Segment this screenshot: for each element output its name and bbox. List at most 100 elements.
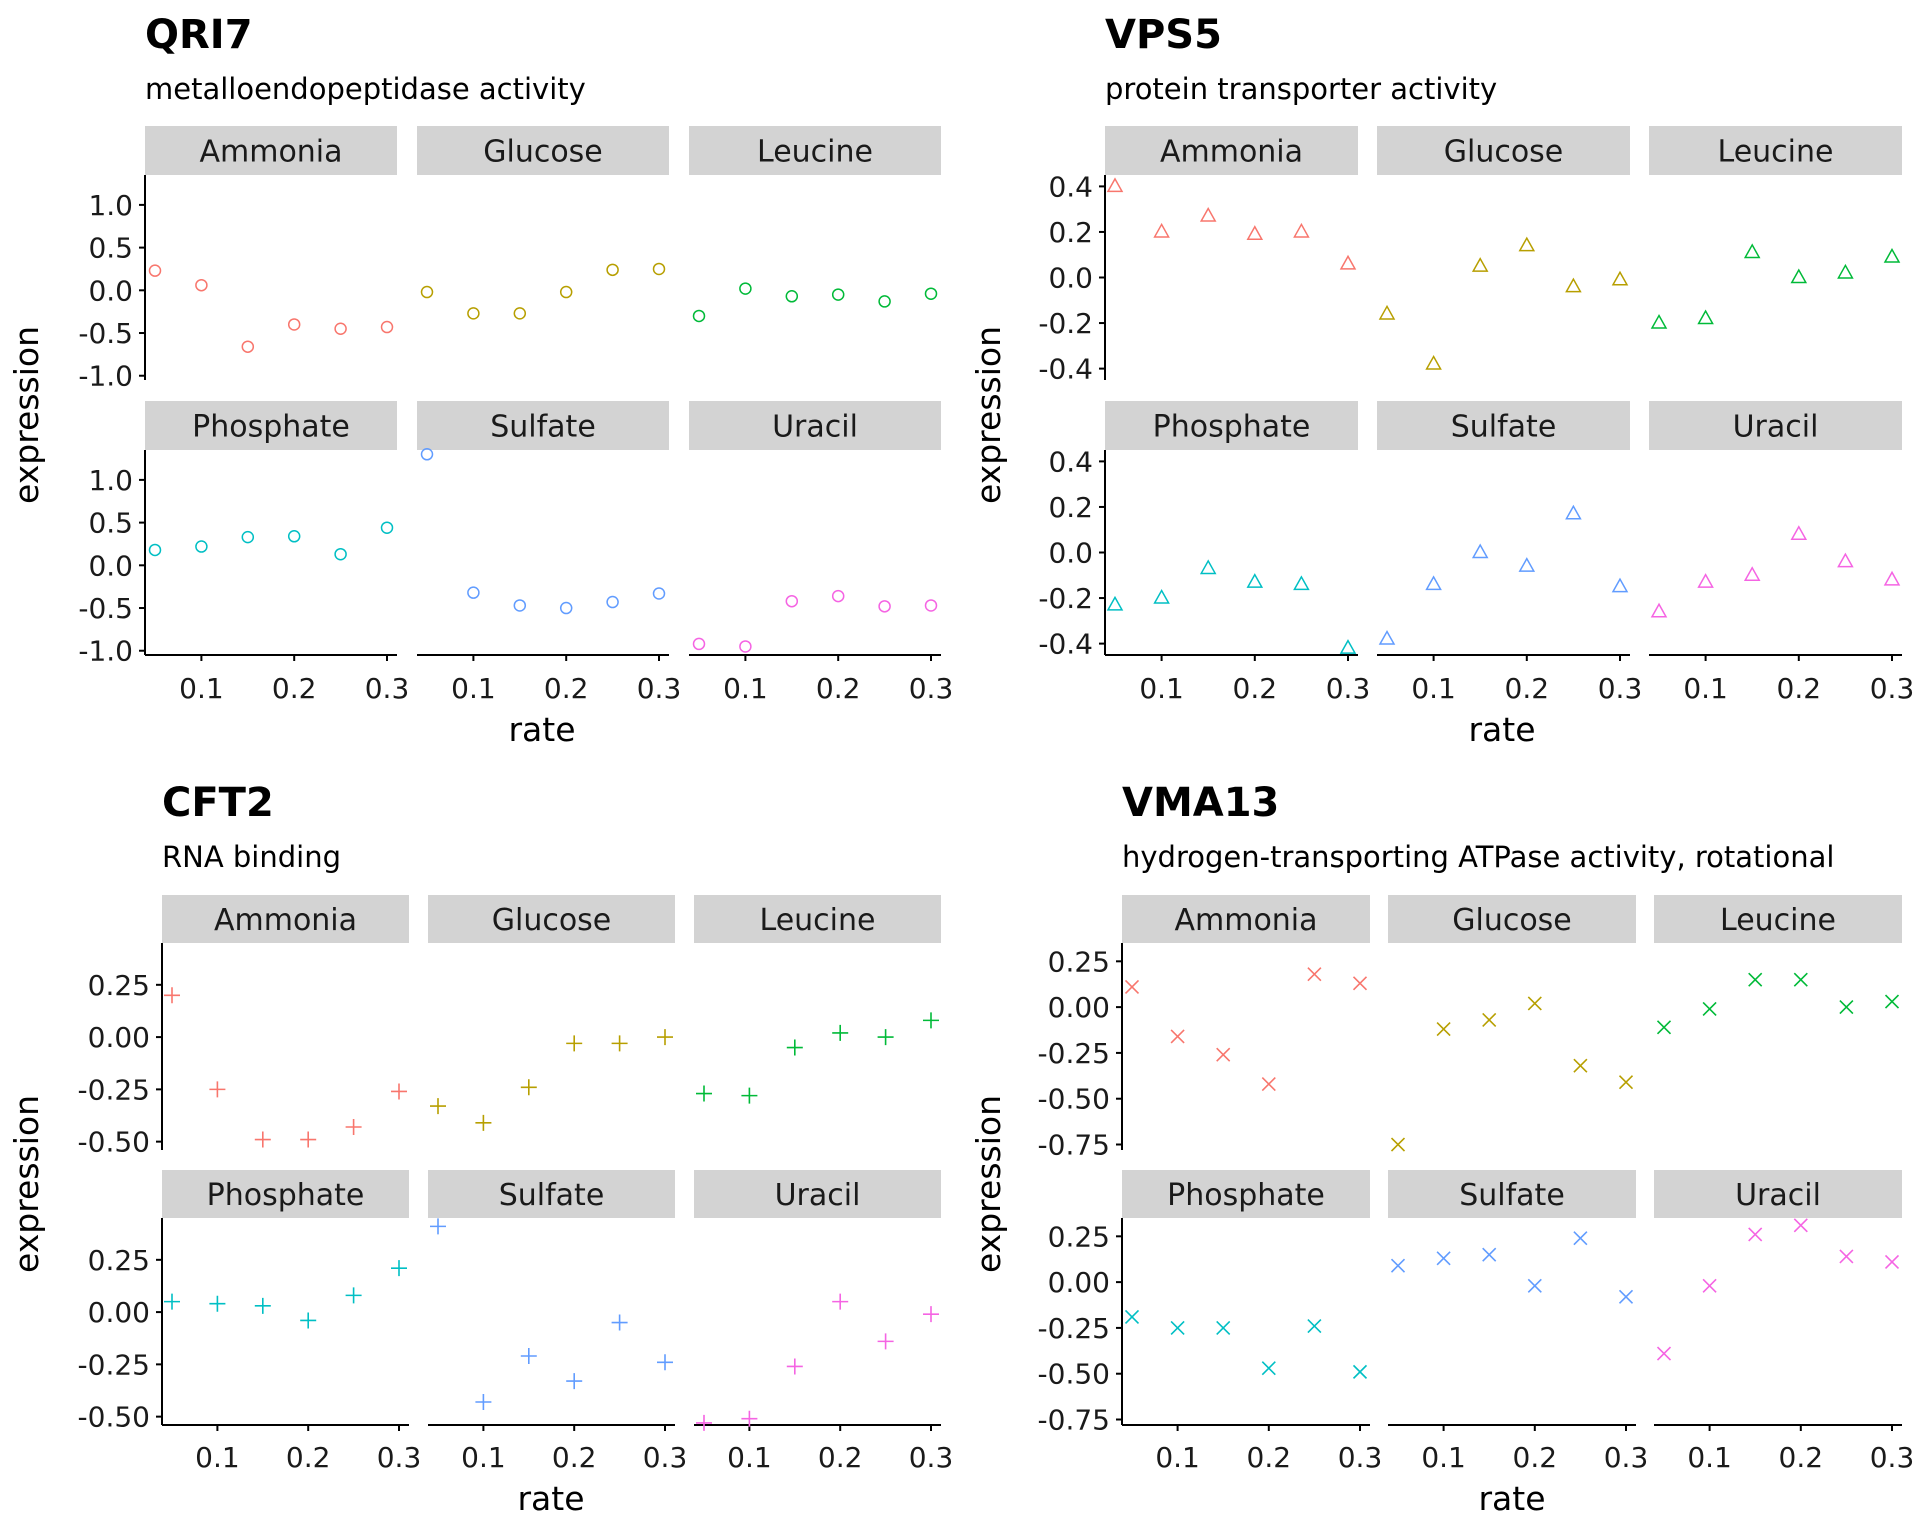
data-point xyxy=(1790,525,1808,541)
data-point xyxy=(1702,1001,1717,1017)
data-point xyxy=(1618,1289,1634,1304)
data-point xyxy=(696,1085,712,1102)
facet-ammonia: Ammonia 0.4 0.2 0.0 -0.2 -0.4 xyxy=(1038,126,1358,386)
y-tick-label: 0.0 xyxy=(1048,537,1093,570)
y-tick-label: 0.5 xyxy=(88,232,133,265)
facet-strip-label: Uracil xyxy=(1735,1178,1821,1213)
y-tick-label: -0.25 xyxy=(1038,1037,1110,1070)
data-point xyxy=(924,599,938,612)
chart-vps5: VPS5 protein transporter activity rate expr… xyxy=(969,12,1914,749)
data-point xyxy=(345,1287,362,1304)
chart-title: VPS5 xyxy=(1105,12,1222,58)
data-point xyxy=(1650,602,1668,618)
y-tick-label: 0.25 xyxy=(88,1244,150,1277)
facet-strip-label: Phosphate xyxy=(1167,1178,1325,1213)
data-point xyxy=(559,285,573,299)
facet-strip xyxy=(694,1170,941,1218)
data-point xyxy=(209,1081,226,1098)
data-point xyxy=(420,285,434,299)
data-point xyxy=(513,307,527,320)
data-point xyxy=(1378,304,1396,320)
data-point xyxy=(1837,552,1854,568)
data-point xyxy=(831,288,845,301)
facet-phosphate: Phosphate 0.25 0.00 -0.25 -0.50 -0.75 0.1 0.2 0.… xyxy=(1038,1170,1383,1474)
data-point xyxy=(652,587,666,600)
facet-ammonia: Ammonia 0.25 0.00 -0.25 -0.50 xyxy=(78,895,409,1159)
data-point xyxy=(1565,504,1582,520)
x-tick-label: 0.2 xyxy=(272,672,317,705)
x-tick-label: 0.1 xyxy=(461,1441,506,1474)
y-tick-label: 0.5 xyxy=(88,507,133,540)
facet-strip xyxy=(162,895,409,943)
data-point xyxy=(566,1035,583,1052)
data-point xyxy=(1527,996,1542,1011)
y-axis-label: expression xyxy=(969,1095,1008,1273)
facet-strip-label: Leucine xyxy=(757,135,873,170)
data-point xyxy=(513,599,527,612)
data-point xyxy=(1656,1020,1672,1035)
data-point xyxy=(831,589,845,603)
data-point xyxy=(1697,309,1714,325)
data-point xyxy=(300,1131,317,1148)
data-point xyxy=(1482,1247,1497,1262)
x-axis-label: rate xyxy=(1478,1479,1545,1518)
y-tick-label: 1.0 xyxy=(88,464,133,497)
data-point xyxy=(1339,639,1357,654)
facet-strip xyxy=(694,895,941,943)
y-tick-label: -1.0 xyxy=(78,635,133,668)
facet-strip xyxy=(689,401,941,450)
data-point xyxy=(657,1354,673,1371)
y-tick-label: -0.25 xyxy=(78,1073,150,1106)
facet-strip xyxy=(145,401,397,450)
x-tick-label: 0.2 xyxy=(552,1441,597,1474)
y-tick-label: 0.00 xyxy=(88,1021,150,1054)
data-point xyxy=(786,1039,803,1056)
chart-subtitle: RNA binding xyxy=(162,840,341,874)
data-point xyxy=(467,586,480,599)
facet-strip xyxy=(417,401,669,450)
data-point xyxy=(287,318,301,331)
chart-subtitle: hydrogen-transporting ATPase activity, r… xyxy=(1122,840,1834,874)
data-point xyxy=(345,1119,362,1135)
x-tick-label: 0.1 xyxy=(1687,1441,1732,1474)
y-tick-label: -0.5 xyxy=(78,592,133,625)
facet-strip-label: Uracil xyxy=(1733,410,1819,445)
data-point xyxy=(1471,543,1489,559)
y-tick-label: 0.0 xyxy=(1048,262,1093,295)
data-point xyxy=(878,600,891,613)
facet-strip xyxy=(1105,126,1358,175)
facet-strip xyxy=(1122,1170,1370,1218)
x-tick-label: 0.2 xyxy=(544,672,589,705)
x-tick-label: 0.3 xyxy=(1326,672,1371,705)
data-point xyxy=(1246,225,1264,240)
data-point xyxy=(1883,570,1901,586)
data-point xyxy=(1839,1249,1854,1264)
data-point xyxy=(391,1083,407,1100)
data-point xyxy=(1425,575,1442,591)
data-point xyxy=(334,547,347,561)
data-point xyxy=(1611,577,1629,593)
data-point xyxy=(254,1131,271,1148)
x-axis-label: rate xyxy=(1468,710,1535,749)
data-point xyxy=(1618,1075,1634,1090)
data-point xyxy=(520,1348,537,1364)
data-point xyxy=(785,594,799,608)
y-tick-label: -0.50 xyxy=(1038,1083,1110,1116)
data-point xyxy=(1216,1047,1231,1062)
data-point xyxy=(611,1035,628,1052)
facet-sulfate: Sulfate 0.1 0.2 0.3 xyxy=(1388,1170,1648,1474)
y-axis-label: expression xyxy=(7,326,46,504)
facet-strip-label: Ammonia xyxy=(199,135,342,170)
y-tick-label: -0.75 xyxy=(1038,1129,1110,1162)
x-tick-label: 0.3 xyxy=(1338,1441,1383,1474)
data-point xyxy=(209,1295,226,1312)
facet-uracil: Uracil 0.1 0.2 0.3 xyxy=(694,1170,953,1474)
chart-subtitle: protein transporter activity xyxy=(1105,72,1497,106)
chart-subtitle: metalloendopeptidase activity xyxy=(145,72,586,106)
facet-strip xyxy=(1654,895,1902,943)
x-tick-label: 0.3 xyxy=(909,1441,954,1474)
y-axis-label: expression xyxy=(969,326,1008,504)
y-tick-label: -0.2 xyxy=(1038,582,1093,615)
data-point xyxy=(1884,1254,1900,1270)
data-point xyxy=(467,307,480,320)
